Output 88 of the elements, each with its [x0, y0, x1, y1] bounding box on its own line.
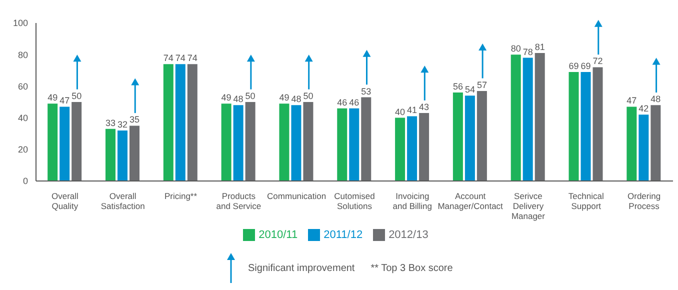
data-label: 35: [129, 114, 140, 125]
data-label: 47: [626, 96, 637, 106]
x-tick-label: Overall Quality: [51, 191, 79, 211]
x-tick-label: Products and Service: [216, 191, 262, 211]
data-label: 47: [60, 96, 70, 106]
bar: [129, 126, 140, 181]
data-label: 74: [175, 53, 186, 64]
data-label: 32: [117, 119, 128, 130]
x-tick-label: Account Manager/Contact: [438, 191, 504, 211]
bar: [221, 104, 232, 181]
data-label: 50: [245, 91, 256, 101]
data-label: 69: [568, 60, 579, 71]
x-tick-label: Technical Support: [568, 191, 604, 211]
bar: [175, 64, 186, 181]
bar: [522, 58, 533, 181]
x-tick-label: Serivce Delivery Manager: [511, 191, 546, 221]
data-label: 56: [452, 82, 463, 92]
bar: [48, 104, 58, 181]
y-tick-label: 80: [18, 50, 28, 60]
y-tick-label: 40: [18, 112, 28, 123]
legend-label: 2011/12: [324, 229, 363, 241]
bar: [303, 102, 314, 181]
data-label: 50: [72, 91, 82, 101]
y-tick-label: 0: [22, 176, 28, 186]
data-label: 33: [105, 118, 116, 128]
data-label: 48: [233, 94, 244, 104]
bar: [60, 106, 70, 181]
bar: [105, 128, 116, 181]
data-label: 78: [522, 46, 533, 57]
data-label: 46: [337, 97, 348, 108]
x-tick-label: Ordering Process: [628, 191, 661, 211]
bar: [395, 118, 406, 181]
data-label: 57: [476, 80, 487, 90]
bar: [407, 116, 418, 181]
x-tick-label: Overall Satisfaction: [100, 191, 146, 211]
bar: [419, 113, 430, 181]
data-label: 49: [48, 92, 58, 103]
x-tick-label: Pricing**: [164, 191, 198, 201]
bar: [592, 67, 603, 181]
data-label: 49: [279, 92, 290, 103]
bar: [580, 72, 591, 181]
data-label: 69: [580, 60, 591, 71]
y-tick-label: 60: [18, 81, 28, 92]
data-label: 72: [592, 56, 603, 66]
data-label: 81: [534, 42, 545, 52]
bar: [72, 102, 82, 181]
bar: [361, 97, 372, 181]
data-label: 48: [291, 94, 302, 104]
bar: [337, 108, 348, 181]
bar: [291, 105, 302, 181]
y-tick-label: 20: [18, 144, 28, 155]
data-label: 74: [163, 53, 174, 64]
bar: [349, 108, 360, 181]
bar: [233, 105, 244, 181]
bar: [464, 96, 475, 181]
data-label: 42: [638, 104, 649, 114]
data-label: 80: [510, 44, 521, 54]
text: ** Top 3 Box score: [370, 262, 453, 274]
bar: [452, 92, 463, 181]
bar: [163, 64, 174, 181]
text: Significant improvement: [248, 262, 355, 274]
data-label: 50: [303, 91, 314, 101]
bar: [638, 114, 649, 181]
bar: [626, 106, 637, 181]
data-label: 43: [419, 102, 430, 112]
x-tick-label: Communication: [267, 191, 326, 201]
bar: [245, 102, 256, 181]
bar: [510, 54, 521, 181]
x-tick-label: Cutomised Solutions: [334, 191, 376, 211]
bar: [650, 105, 661, 181]
data-label: 49: [221, 92, 232, 103]
bar: [476, 90, 487, 181]
bar: [187, 64, 198, 181]
y-tick-label: 100: [12, 18, 28, 28]
data-label: 46: [349, 97, 360, 108]
legend-label: 2012/13: [388, 229, 428, 241]
bar: [117, 130, 128, 181]
x-tick-label: Invoicing and Billing: [392, 191, 432, 211]
data-label: 40: [395, 106, 406, 117]
data-label: 54: [464, 84, 475, 95]
data-label: 41: [407, 105, 418, 116]
data-label: 53: [361, 86, 372, 96]
legend-label: 2010/11: [258, 229, 298, 241]
bar: [279, 104, 290, 181]
bar: [534, 53, 545, 181]
data-label: 74: [187, 53, 198, 64]
data-label: 48: [650, 94, 661, 104]
bar: [568, 72, 579, 181]
